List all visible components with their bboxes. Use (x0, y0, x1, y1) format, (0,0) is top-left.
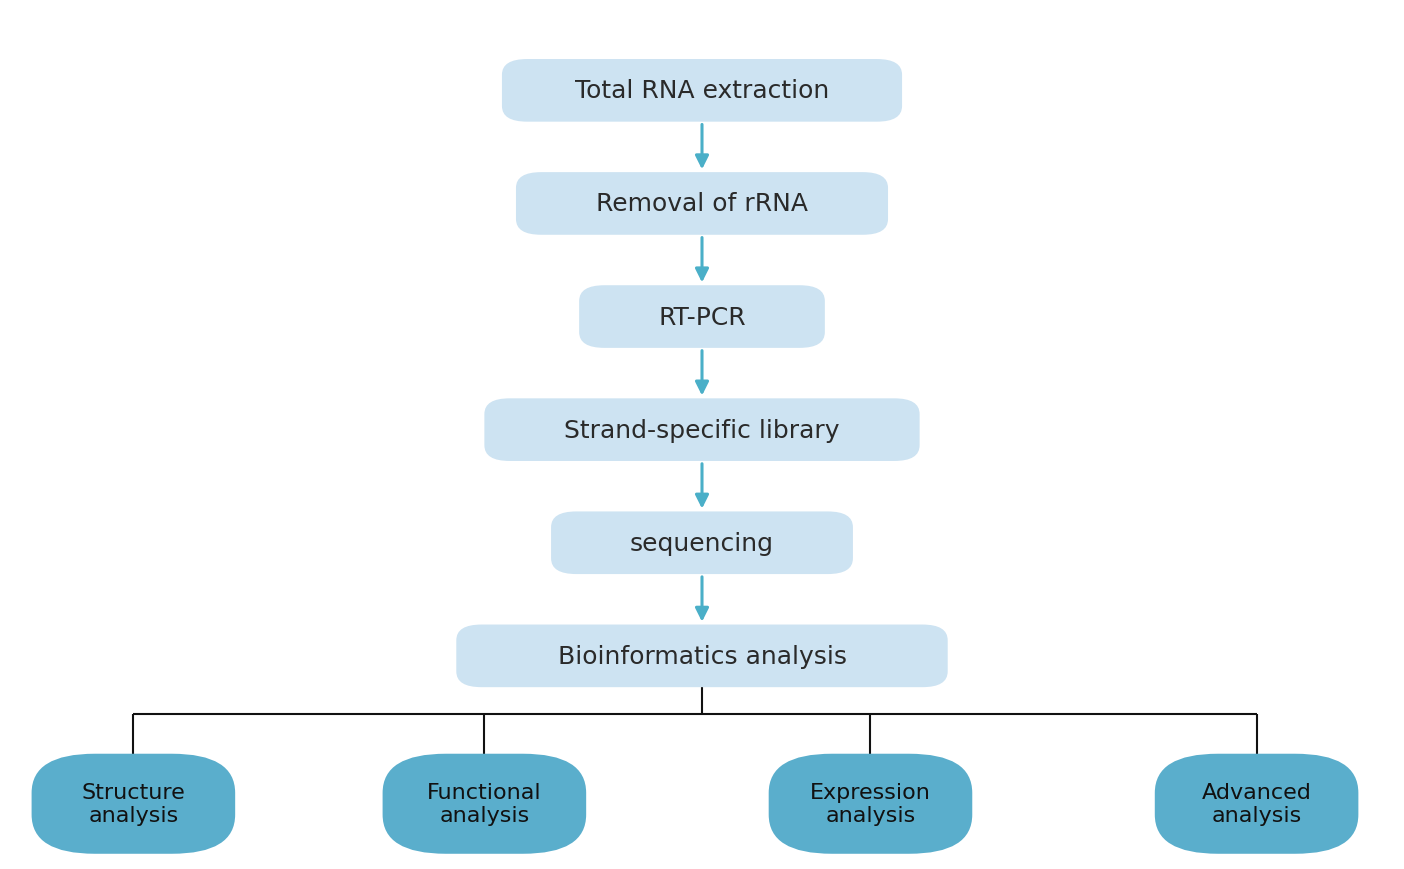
FancyBboxPatch shape (503, 60, 903, 123)
Text: Strand-specific library: Strand-specific library (564, 418, 840, 442)
FancyBboxPatch shape (578, 286, 824, 348)
FancyBboxPatch shape (456, 625, 948, 687)
FancyBboxPatch shape (32, 753, 236, 853)
Text: RT-PCR: RT-PCR (658, 305, 746, 329)
FancyBboxPatch shape (552, 512, 854, 574)
Text: Removal of rRNA: Removal of rRNA (597, 192, 807, 216)
Text: Advanced
analysis: Advanced analysis (1202, 782, 1311, 826)
FancyBboxPatch shape (484, 399, 920, 461)
Text: Total RNA extraction: Total RNA extraction (574, 79, 830, 103)
FancyBboxPatch shape (517, 173, 889, 235)
Text: Structure
analysis: Structure analysis (81, 782, 185, 826)
FancyBboxPatch shape (382, 753, 587, 853)
Text: Functional
analysis: Functional analysis (427, 782, 542, 826)
Text: Expression
analysis: Expression analysis (810, 782, 931, 826)
FancyBboxPatch shape (769, 753, 972, 853)
FancyBboxPatch shape (1154, 753, 1359, 853)
Text: Bioinformatics analysis: Bioinformatics analysis (557, 644, 847, 668)
Text: sequencing: sequencing (630, 531, 774, 555)
